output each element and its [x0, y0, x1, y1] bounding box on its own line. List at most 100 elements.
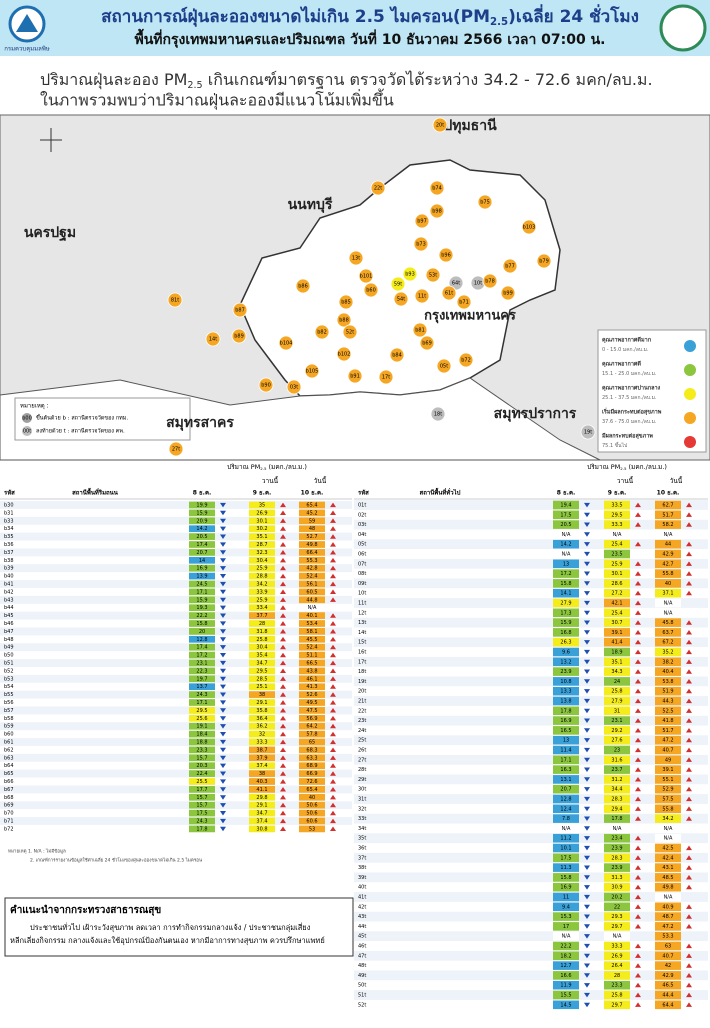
value-cell	[299, 517, 325, 525]
value-cell	[553, 500, 579, 510]
arrow-up	[330, 510, 336, 515]
value-cell	[189, 722, 215, 730]
value-cell	[249, 549, 275, 556]
legend-range: 75.1 ขึ้นไป	[602, 440, 627, 449]
value-cell	[249, 714, 275, 722]
arrow-up	[635, 992, 641, 998]
value-text: 25.8	[256, 637, 267, 643]
value-cell	[655, 647, 681, 657]
value-cell	[189, 509, 215, 517]
arrow-up	[635, 943, 641, 949]
station-label: 11t	[418, 294, 426, 300]
arrow-up	[330, 573, 336, 579]
note-sample: 00t	[23, 429, 31, 435]
value-text: 13.8	[560, 699, 571, 705]
value-text: 37.4	[256, 763, 267, 769]
value-cell	[604, 608, 630, 618]
row-band	[0, 501, 352, 509]
row-band	[0, 532, 352, 541]
value-text: 42.4	[662, 855, 673, 861]
value-text: 20.3	[196, 763, 207, 769]
value-text: 29.5	[611, 512, 622, 518]
row-band	[354, 950, 708, 961]
value-text: 45.2	[306, 510, 317, 516]
arrow-up	[635, 728, 641, 733]
arrow-up	[635, 777, 641, 782]
row-band	[354, 656, 708, 667]
row-band	[354, 696, 708, 706]
station-code: 51t	[358, 993, 366, 999]
value-cell	[604, 824, 630, 833]
value-cell	[604, 971, 630, 980]
arrow-up	[686, 620, 692, 625]
value-text: 31.2	[611, 777, 622, 783]
value-cell	[299, 564, 325, 572]
value-text: 19.3	[196, 605, 207, 611]
value-text: 28.6	[611, 581, 622, 587]
value-cell	[553, 931, 579, 941]
row-band	[0, 548, 352, 557]
value-cell	[553, 530, 579, 539]
station-marker	[390, 276, 406, 292]
value-text: 28	[259, 621, 265, 627]
value-text: 17.1	[196, 700, 207, 706]
value-cell	[249, 556, 275, 564]
value-cell	[299, 730, 325, 738]
value-cell	[604, 882, 630, 892]
value-cell	[189, 659, 215, 667]
station-code: 48t	[358, 963, 366, 969]
value-text: 40.1	[306, 613, 317, 619]
arrow-up	[635, 953, 641, 958]
value-cell	[553, 579, 579, 588]
value-text: 53.4	[306, 621, 317, 627]
value-text: 23.9	[611, 846, 622, 852]
value-cell	[655, 824, 681, 833]
value-text: 65.4	[306, 503, 317, 509]
value-cell	[299, 596, 325, 604]
value-text: 52.5	[662, 708, 673, 714]
value-cell	[299, 620, 325, 627]
station-code: b30	[4, 503, 14, 509]
value-text: 44	[665, 542, 671, 548]
value-cell	[604, 873, 630, 882]
value-text: 23.9	[611, 865, 622, 871]
arrow-up	[635, 639, 641, 645]
value-cell	[299, 651, 325, 659]
row-band	[354, 892, 708, 902]
value-text: 15.8	[196, 621, 207, 627]
value-cell	[553, 539, 579, 549]
station-marker	[458, 352, 474, 368]
value-cell	[189, 612, 215, 619]
value-cell	[553, 804, 579, 814]
station-label: b77	[505, 264, 515, 270]
station-label: b103	[523, 225, 536, 231]
value-cell	[655, 628, 681, 637]
value-text: 42	[665, 963, 671, 969]
value-text: 40.7	[662, 748, 673, 754]
value-text: 31.8	[256, 629, 267, 635]
arrow-up	[280, 723, 286, 729]
value-cell	[553, 1000, 579, 1010]
value-cell	[655, 667, 681, 676]
value-cell	[604, 657, 630, 667]
station-code: 32t	[358, 806, 366, 812]
arrow-up	[280, 557, 286, 563]
arrow-up	[635, 924, 641, 929]
value-text: 34.2	[256, 582, 267, 588]
station-marker	[413, 236, 429, 252]
station-marker	[336, 346, 352, 362]
value-text: 51.9	[662, 689, 673, 695]
arrow-down	[584, 845, 590, 851]
value-text: 25.8	[611, 689, 622, 695]
value-cell	[655, 990, 681, 1000]
text-part: (มคก./ลบ.ม.)	[266, 463, 307, 471]
value-cell	[553, 510, 579, 520]
station-marker	[536, 253, 552, 269]
station-marker	[167, 292, 183, 308]
value-cell	[299, 714, 325, 722]
arrow-up	[330, 684, 336, 689]
arrow-up	[686, 914, 692, 919]
value-text: 64.4	[662, 1002, 673, 1008]
legend-swatch	[684, 364, 696, 376]
value-text: 31.6	[611, 757, 622, 763]
